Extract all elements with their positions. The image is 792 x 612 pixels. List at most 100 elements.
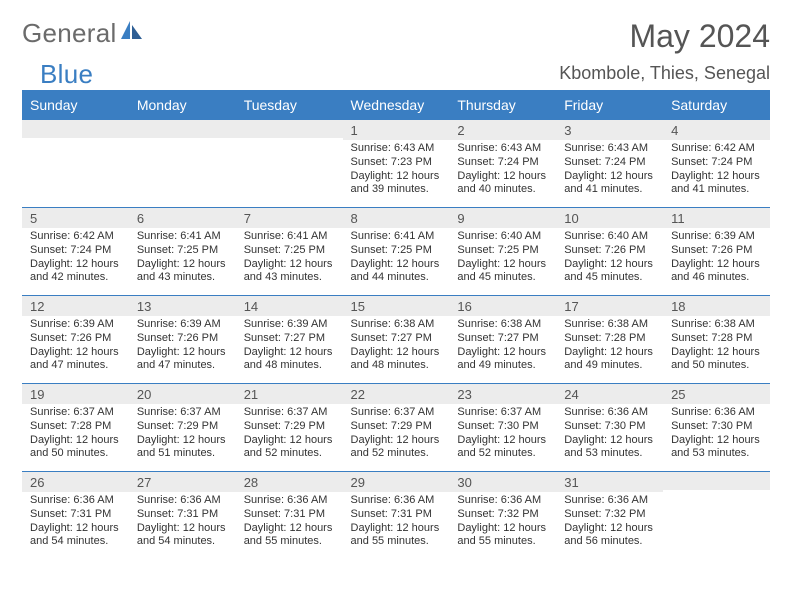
- calendar-day-cell: 19Sunrise: 6:37 AMSunset: 7:28 PMDayligh…: [22, 384, 129, 472]
- day-content: Sunrise: 6:36 AMSunset: 7:31 PMDaylight:…: [22, 492, 129, 553]
- day-detail-line: Sunset: 7:32 PM: [457, 508, 548, 522]
- day-detail-line: Sunrise: 6:37 AM: [244, 406, 335, 420]
- day-detail-line: Daylight: 12 hours: [30, 346, 121, 360]
- brand-logo: General: [22, 18, 145, 49]
- header-row: General May 2024: [22, 18, 770, 55]
- day-detail-line: Sunrise: 6:43 AM: [351, 142, 442, 156]
- day-detail-line: Sunset: 7:32 PM: [564, 508, 655, 522]
- day-detail-line: Sunrise: 6:37 AM: [137, 406, 228, 420]
- calendar-day-cell: 24Sunrise: 6:36 AMSunset: 7:30 PMDayligh…: [556, 384, 663, 472]
- calendar-week-row: 26Sunrise: 6:36 AMSunset: 7:31 PMDayligh…: [22, 472, 770, 560]
- day-content: Sunrise: 6:39 AMSunset: 7:26 PMDaylight:…: [22, 316, 129, 377]
- day-detail-line: Sunset: 7:28 PM: [30, 420, 121, 434]
- day-detail-line: Daylight: 12 hours: [351, 346, 442, 360]
- day-detail-line: Sunset: 7:26 PM: [671, 244, 762, 258]
- day-detail-line: Daylight: 12 hours: [351, 258, 442, 272]
- calendar-day-cell: 21Sunrise: 6:37 AMSunset: 7:29 PMDayligh…: [236, 384, 343, 472]
- calendar-week-row: 12Sunrise: 6:39 AMSunset: 7:26 PMDayligh…: [22, 296, 770, 384]
- day-detail-line: Daylight: 12 hours: [457, 346, 548, 360]
- day-detail-line: Sunrise: 6:36 AM: [564, 494, 655, 508]
- day-number: 7: [236, 208, 343, 228]
- weekday-header: Wednesday: [343, 91, 450, 120]
- day-detail-line: Sunset: 7:31 PM: [351, 508, 442, 522]
- calendar-day-cell: 11Sunrise: 6:39 AMSunset: 7:26 PMDayligh…: [663, 208, 770, 296]
- weekday-header-row: SundayMondayTuesdayWednesdayThursdayFrid…: [22, 91, 770, 120]
- day-detail-line: Daylight: 12 hours: [351, 522, 442, 536]
- day-detail-line: Daylight: 12 hours: [351, 170, 442, 184]
- day-detail-line: Sunrise: 6:36 AM: [137, 494, 228, 508]
- day-number: 3: [556, 120, 663, 140]
- calendar-day-cell: 12Sunrise: 6:39 AMSunset: 7:26 PMDayligh…: [22, 296, 129, 384]
- day-detail-line: and 50 minutes.: [30, 447, 121, 461]
- day-number: 22: [343, 384, 450, 404]
- day-content: Sunrise: 6:38 AMSunset: 7:27 PMDaylight:…: [343, 316, 450, 377]
- day-detail-line: and 49 minutes.: [457, 359, 548, 373]
- day-detail-line: Daylight: 12 hours: [457, 522, 548, 536]
- day-detail-line: Sunrise: 6:42 AM: [30, 230, 121, 244]
- calendar-empty-cell: [129, 120, 236, 208]
- day-content: Sunrise: 6:36 AMSunset: 7:30 PMDaylight:…: [663, 404, 770, 465]
- day-detail-line: Daylight: 12 hours: [137, 258, 228, 272]
- day-content: Sunrise: 6:36 AMSunset: 7:31 PMDaylight:…: [343, 492, 450, 553]
- day-detail-line: Daylight: 12 hours: [244, 346, 335, 360]
- calendar-day-cell: 6Sunrise: 6:41 AMSunset: 7:25 PMDaylight…: [129, 208, 236, 296]
- day-number: 26: [22, 472, 129, 492]
- day-number: 23: [449, 384, 556, 404]
- calendar-day-cell: 9Sunrise: 6:40 AMSunset: 7:25 PMDaylight…: [449, 208, 556, 296]
- day-number: 6: [129, 208, 236, 228]
- day-detail-line: Sunset: 7:30 PM: [564, 420, 655, 434]
- day-detail-line: and 43 minutes.: [244, 271, 335, 285]
- day-detail-line: Sunrise: 6:38 AM: [457, 318, 548, 332]
- day-detail-line: and 56 minutes.: [564, 535, 655, 549]
- day-detail-line: Daylight: 12 hours: [457, 170, 548, 184]
- day-number: 29: [343, 472, 450, 492]
- day-content: [129, 138, 236, 144]
- day-detail-line: Daylight: 12 hours: [564, 434, 655, 448]
- day-detail-line: Sunset: 7:27 PM: [457, 332, 548, 346]
- day-content: Sunrise: 6:36 AMSunset: 7:30 PMDaylight:…: [556, 404, 663, 465]
- calendar-week-row: 5Sunrise: 6:42 AMSunset: 7:24 PMDaylight…: [22, 208, 770, 296]
- day-detail-line: Sunset: 7:28 PM: [564, 332, 655, 346]
- day-number: 28: [236, 472, 343, 492]
- day-number: 20: [129, 384, 236, 404]
- day-number: 27: [129, 472, 236, 492]
- day-detail-line: Sunrise: 6:37 AM: [30, 406, 121, 420]
- day-detail-line: Daylight: 12 hours: [137, 522, 228, 536]
- day-detail-line: Sunrise: 6:42 AM: [671, 142, 762, 156]
- day-detail-line: Daylight: 12 hours: [564, 522, 655, 536]
- day-detail-line: Sunset: 7:23 PM: [351, 156, 442, 170]
- brand-sail-icon: [121, 21, 143, 46]
- page-title: May 2024: [629, 18, 770, 55]
- day-detail-line: and 50 minutes.: [671, 359, 762, 373]
- day-number: 10: [556, 208, 663, 228]
- day-detail-line: Sunrise: 6:41 AM: [351, 230, 442, 244]
- day-detail-line: and 55 minutes.: [244, 535, 335, 549]
- day-detail-line: Daylight: 12 hours: [351, 434, 442, 448]
- calendar-day-cell: 28Sunrise: 6:36 AMSunset: 7:31 PMDayligh…: [236, 472, 343, 560]
- day-content: Sunrise: 6:37 AMSunset: 7:29 PMDaylight:…: [343, 404, 450, 465]
- calendar-day-cell: 4Sunrise: 6:42 AMSunset: 7:24 PMDaylight…: [663, 120, 770, 208]
- day-number: 21: [236, 384, 343, 404]
- day-content: Sunrise: 6:38 AMSunset: 7:28 PMDaylight:…: [663, 316, 770, 377]
- weekday-header: Monday: [129, 91, 236, 120]
- day-detail-line: Sunrise: 6:36 AM: [564, 406, 655, 420]
- day-content: Sunrise: 6:38 AMSunset: 7:28 PMDaylight:…: [556, 316, 663, 377]
- day-detail-line: Sunset: 7:26 PM: [30, 332, 121, 346]
- day-content: Sunrise: 6:36 AMSunset: 7:32 PMDaylight:…: [556, 492, 663, 553]
- day-number: 17: [556, 296, 663, 316]
- day-detail-line: Sunset: 7:24 PM: [30, 244, 121, 258]
- calendar-day-cell: 27Sunrise: 6:36 AMSunset: 7:31 PMDayligh…: [129, 472, 236, 560]
- day-detail-line: Sunset: 7:25 PM: [351, 244, 442, 258]
- day-detail-line: Daylight: 12 hours: [137, 434, 228, 448]
- calendar-day-cell: 3Sunrise: 6:43 AMSunset: 7:24 PMDaylight…: [556, 120, 663, 208]
- day-content: Sunrise: 6:36 AMSunset: 7:31 PMDaylight:…: [129, 492, 236, 553]
- day-number: 8: [343, 208, 450, 228]
- day-content: Sunrise: 6:40 AMSunset: 7:26 PMDaylight:…: [556, 228, 663, 289]
- day-detail-line: and 47 minutes.: [137, 359, 228, 373]
- day-detail-line: and 47 minutes.: [30, 359, 121, 373]
- day-detail-line: Sunset: 7:28 PM: [671, 332, 762, 346]
- day-detail-line: Sunset: 7:24 PM: [457, 156, 548, 170]
- day-detail-line: Sunset: 7:31 PM: [30, 508, 121, 522]
- calendar-day-cell: 14Sunrise: 6:39 AMSunset: 7:27 PMDayligh…: [236, 296, 343, 384]
- day-detail-line: Daylight: 12 hours: [671, 258, 762, 272]
